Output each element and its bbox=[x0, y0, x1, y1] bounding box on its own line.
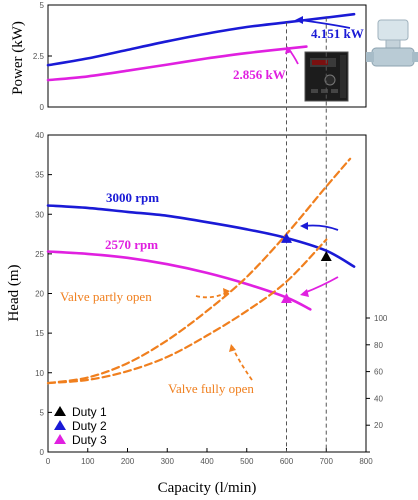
legend-marker-duty-3 bbox=[54, 434, 66, 444]
power-y-axis-title: Power (kW) bbox=[10, 21, 26, 95]
head-series-line-3 bbox=[46, 238, 328, 385]
head-series-line-2 bbox=[46, 157, 352, 385]
right-axis-ticks: 20 40 60 80 100 bbox=[366, 314, 388, 453]
label-3000-rpm: 3000 rpm bbox=[106, 190, 159, 205]
label-2570-rpm: 2570 rpm bbox=[105, 237, 158, 252]
head-y-tick-label-1: 5 bbox=[40, 408, 45, 417]
head-series-group bbox=[46, 157, 356, 385]
head-y-tick-label-6: 30 bbox=[35, 210, 44, 219]
head-y-axis-title: Head (m) bbox=[6, 264, 22, 321]
x-tick-label-8: 800 bbox=[359, 457, 373, 466]
inverter-drive-image bbox=[304, 51, 349, 102]
label-valve-fully-open: Valve fully open bbox=[168, 381, 254, 396]
legend-label-duty-3: Duty 3 bbox=[72, 433, 107, 447]
right-tick-label-2: 40 bbox=[374, 394, 383, 403]
x-tick-label-5: 500 bbox=[240, 457, 254, 466]
head-y-tick-label-5: 25 bbox=[35, 250, 44, 259]
capacity-x-axis-title: Capacity (l/min) bbox=[158, 480, 257, 496]
head-series-line-1 bbox=[46, 250, 312, 311]
right-tick-label-5: 100 bbox=[374, 314, 388, 323]
legend: Duty 1 Duty 2 Duty 3 bbox=[54, 405, 107, 447]
power-y-tick-label-1: 2.5 bbox=[33, 52, 45, 61]
legend-marker-duty-1 bbox=[54, 406, 66, 416]
x-tick-label-7: 700 bbox=[320, 457, 334, 466]
head-series-line-0 bbox=[46, 204, 356, 268]
x-tick-label-3: 300 bbox=[161, 457, 175, 466]
duty-marker-1 bbox=[320, 251, 332, 262]
legend-marker-duty-2 bbox=[54, 420, 66, 430]
x-tick-label-2: 200 bbox=[121, 457, 135, 466]
legend-label-duty-2: Duty 2 bbox=[72, 419, 107, 433]
head-y-tick-label-2: 10 bbox=[35, 369, 44, 378]
duty-markers bbox=[281, 232, 332, 304]
head-y-tick-label-3: 15 bbox=[35, 329, 44, 338]
annotation-arrowheads bbox=[223, 16, 309, 352]
label-valve-partly-open: Valve partly open bbox=[60, 289, 152, 304]
power-y-ticks: 02.55 bbox=[33, 1, 52, 112]
right-tick-label-1: 20 bbox=[374, 421, 383, 430]
head-y-tick-label-4: 20 bbox=[35, 290, 44, 299]
right-tick-label-4: 80 bbox=[374, 341, 383, 350]
reference-lines bbox=[286, 17, 327, 452]
power-series-group bbox=[46, 12, 356, 82]
head-y-tick-label-0: 0 bbox=[40, 448, 45, 457]
x-tick-label-4: 400 bbox=[200, 457, 214, 466]
power-series-line-0 bbox=[46, 12, 356, 67]
power-series-line-1 bbox=[46, 45, 308, 82]
label-power-3000: 4.151 kW bbox=[311, 26, 364, 41]
legend-label-duty-1: Duty 1 bbox=[72, 405, 107, 419]
x-tick-label-6: 600 bbox=[280, 457, 294, 466]
head-y-tick-label-7: 35 bbox=[35, 171, 44, 180]
x-tick-label-0: 0 bbox=[46, 457, 51, 466]
flow-meter-image bbox=[366, 19, 418, 67]
power-y-tick-label-2: 5 bbox=[40, 1, 45, 10]
power-y-tick-label-0: 0 bbox=[40, 103, 45, 112]
head-y-tick-label-8: 40 bbox=[35, 131, 44, 140]
x-tick-label-1: 100 bbox=[81, 457, 95, 466]
right-tick-label-3: 60 bbox=[374, 368, 383, 377]
duty-marker-2 bbox=[281, 232, 292, 243]
label-power-2570: 2.856 kW bbox=[233, 67, 286, 82]
duty-marker-3 bbox=[281, 293, 292, 304]
